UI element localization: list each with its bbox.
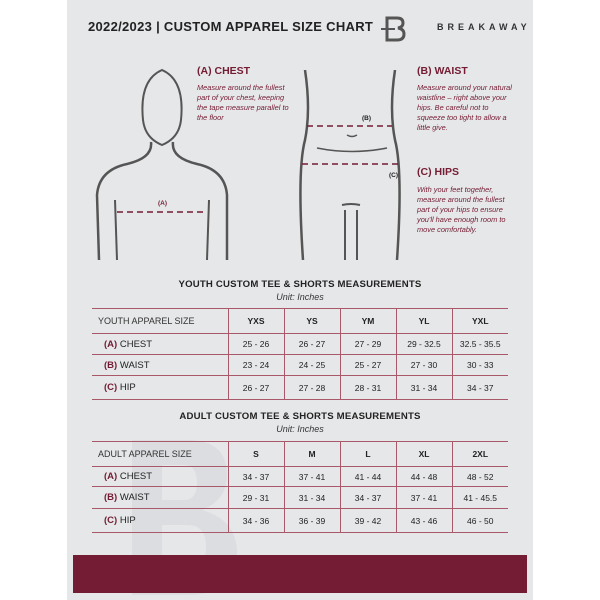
table-cell: 34 - 37 [339,486,396,509]
table-cell: 29 - 32.5 [395,333,452,355]
table-row: (B) WAIST 23 - 24 24 - 25 25 - 27 27 - 3… [92,354,508,376]
size-header: YXL [451,308,508,334]
table-row: (A) CHEST 25 - 26 26 - 27 27 - 29 29 - 3… [92,333,508,355]
header-label: ADULT APPAREL SIZE [92,441,228,467]
table-cell: 37 - 41 [283,466,340,487]
table-cell: 23 - 24 [227,354,284,376]
upper-body-figure [95,68,229,260]
table-cell: 31 - 34 [395,375,452,400]
chest-heading: (A) CHEST [197,65,251,77]
row-label: (A) CHEST [92,466,228,487]
table-cell: 34 - 37 [451,375,508,400]
table-cell: 41 - 44 [339,466,396,487]
table-row: (B) WAIST 29 - 31 31 - 34 34 - 37 37 - 4… [92,486,508,509]
youth-table-unit: Unit: Inches [276,292,324,302]
size-header: YL [395,308,452,334]
table-cell: 34 - 37 [227,466,284,487]
table-cell: 25 - 27 [339,354,396,376]
table-cell: 29 - 31 [227,486,284,509]
table-cell: 44 - 48 [395,466,452,487]
header-label: YOUTH APPAREL SIZE [92,308,228,334]
table-header-row: YOUTH APPAREL SIZE YXS YS YM YL YXL [92,308,508,334]
youth-size-table: YOUTH APPAREL SIZE YXS YS YM YL YXL (A) … [92,308,508,400]
table-cell: 37 - 41 [395,486,452,509]
table-row: (C) HIP 26 - 27 27 - 28 28 - 31 31 - 34 … [92,375,508,400]
size-header: YS [283,308,340,334]
lower-body-figure [299,70,401,260]
size-chart-page: 2022/2023 | CUSTOM APPAREL SIZE CHART BR… [67,0,533,600]
table-cell: 36 - 39 [283,508,340,533]
chest-marker: (A) [158,200,168,207]
table-cell: 26 - 27 [283,333,340,355]
hips-heading: (C) HIPS [417,166,459,178]
table-cell: 32.5 - 35.5 [451,333,508,355]
adult-table-title: ADULT CUSTOM TEE & SHORTS MEASUREMENTS [179,411,421,422]
table-cell: 43 - 46 [395,508,452,533]
waist-heading: (B) WAIST [417,65,468,77]
size-header: M [283,441,340,467]
table-cell: 25 - 26 [227,333,284,355]
brand-name: BREAKAWAY [437,22,531,32]
adult-table-unit: Unit: Inches [276,424,324,434]
waist-description: Measure around your natural waistline – … [417,83,512,132]
row-label: (B) WAIST [92,486,228,509]
row-label: (A) CHEST [92,333,228,355]
size-header: 2XL [451,441,508,467]
size-header: L [339,441,396,467]
hips-marker: (C) [389,172,399,179]
table-row: (A) CHEST 34 - 37 37 - 41 41 - 44 44 - 4… [92,466,508,487]
waist-marker: (B) [362,115,372,122]
breakaway-logo-icon [381,16,406,42]
table-cell: 28 - 31 [339,375,396,400]
size-header: S [227,441,284,467]
table-cell: 27 - 29 [339,333,396,355]
table-cell: 46 - 50 [451,508,508,533]
table-cell: 30 - 33 [451,354,508,376]
table-cell: 39 - 42 [339,508,396,533]
table-cell: 27 - 30 [395,354,452,376]
table-header-row: ADULT APPAREL SIZE S M L XL 2XL [92,441,508,467]
table-cell: 24 - 25 [283,354,340,376]
table-cell: 26 - 27 [227,375,284,400]
chest-description: Measure around the fullest part of your … [197,83,289,122]
row-label: (B) WAIST [92,354,228,376]
row-label: (C) HIP [92,508,228,533]
youth-table-title: YOUTH CUSTOM TEE & SHORTS MEASUREMENTS [178,279,422,290]
table-cell: 34 - 36 [227,508,284,533]
size-header: YM [339,308,396,334]
adult-size-table: ADULT APPAREL SIZE S M L XL 2XL (A) CHES… [92,441,508,533]
table-cell: 48 - 52 [451,466,508,487]
table-cell: 31 - 34 [283,486,340,509]
footer-bar [73,555,527,593]
table-cell: 27 - 28 [283,375,340,400]
page-title: 2022/2023 | CUSTOM APPAREL SIZE CHART [88,19,374,34]
hips-description: With your feet together, measure around … [417,185,506,234]
size-header: XL [395,441,452,467]
table-row: (C) HIP 34 - 36 36 - 39 39 - 42 43 - 46 … [92,508,508,533]
row-label: (C) HIP [92,375,228,400]
size-header: YXS [227,308,284,334]
table-cell: 41 - 45.5 [451,486,508,509]
